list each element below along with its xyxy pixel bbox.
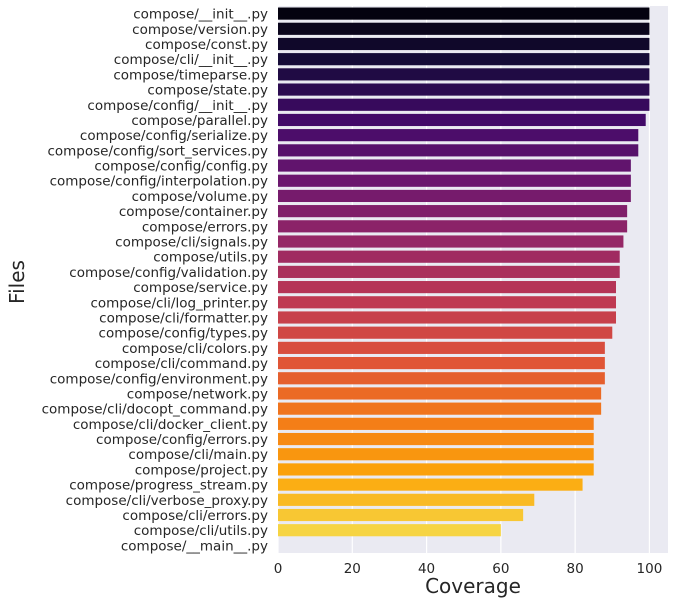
bar <box>278 524 501 537</box>
bar <box>278 265 620 278</box>
bar <box>278 326 613 339</box>
bar <box>278 7 650 20</box>
bar <box>278 189 631 203</box>
x-gridlines <box>277 6 651 553</box>
bar <box>278 129 639 142</box>
y-tick-label: compose/container.py <box>119 204 268 220</box>
y-tick-label: compose/config/errors.py <box>96 432 268 448</box>
y-tick-label: compose/volume.py <box>132 189 268 205</box>
bar <box>278 159 631 172</box>
bar <box>278 402 602 415</box>
y-tick-labels: compose/__init__.pycompose/version.pycom… <box>42 7 268 555</box>
y-tick-label: compose/project.py <box>135 462 268 478</box>
y-tick-label: compose/progress_stream.py <box>69 478 268 494</box>
bar <box>278 98 650 111</box>
y-tick-label: compose/utils.py <box>153 250 268 266</box>
y-axis-title: Files <box>5 260 29 304</box>
y-tick-label: compose/config/__init__.py <box>87 98 268 114</box>
y-tick-label: compose/config/validation.py <box>69 265 268 281</box>
x-tick-label: 60 <box>492 561 509 577</box>
y-tick-label: compose/cli/colors.py <box>122 341 268 357</box>
y-tick-label: compose/cli/command.py <box>95 356 268 372</box>
y-tick-label: compose/parallel.py <box>131 113 268 129</box>
y-tick-label: compose/cli/main.py <box>128 447 268 463</box>
y-tick-label: compose/cli/verbose_proxy.py <box>66 493 268 509</box>
bar <box>278 281 616 294</box>
y-tick-label: compose/cli/formatter.py <box>99 310 268 326</box>
y-tick-label: compose/config/environment.py <box>50 371 268 387</box>
bar <box>278 432 594 446</box>
y-tick-label: compose/cli/utils.py <box>134 523 268 539</box>
bar <box>278 22 650 35</box>
bars <box>278 7 650 537</box>
x-axis-title: Coverage <box>425 574 521 598</box>
bar <box>278 387 602 400</box>
bar <box>278 296 616 309</box>
bar <box>278 144 639 157</box>
plot-area <box>278 6 668 553</box>
y-tick-label: compose/timeparse.py <box>113 67 268 83</box>
y-tick-label: compose/config/interpolation.py <box>50 174 268 190</box>
bar <box>278 478 583 491</box>
y-tick-label: compose/cli/log_printer.py <box>90 295 268 311</box>
bar <box>278 220 628 233</box>
y-tick-label: compose/const.py <box>145 37 268 53</box>
y-tick-label: compose/cli/docopt_command.py <box>42 402 268 418</box>
y-tick-label: compose/config/sort_services.py <box>47 143 268 159</box>
y-tick-label: compose/cli/errors.py <box>122 508 268 524</box>
x-tick-label: 80 <box>567 561 584 577</box>
bar <box>278 250 620 263</box>
bar <box>278 448 594 461</box>
bar <box>278 53 650 66</box>
y-tick-label: compose/config/types.py <box>99 326 268 342</box>
x-tick-label: 40 <box>418 561 435 577</box>
y-tick-label: compose/config/config.py <box>94 159 268 175</box>
y-tick-label: compose/cli/__init__.py <box>114 52 268 68</box>
bar <box>278 493 535 506</box>
bar <box>278 417 594 430</box>
y-tick-label: compose/cli/docker_client.py <box>73 417 268 433</box>
y-tick-label: compose/config/serialize.py <box>80 128 268 144</box>
bar <box>278 68 650 81</box>
bar <box>278 113 646 127</box>
bar <box>278 508 524 522</box>
y-tick-label: compose/cli/signals.py <box>115 235 268 251</box>
bar <box>278 205 628 218</box>
x-tick-label: 0 <box>274 561 283 577</box>
bar <box>278 174 631 187</box>
y-tick-label: compose/__main__.py <box>121 538 268 554</box>
y-tick-label: compose/errors.py <box>142 219 268 235</box>
x-tick-label: 100 <box>637 561 663 577</box>
bar <box>278 311 616 324</box>
bar <box>278 463 594 476</box>
x-tick-label: 20 <box>344 561 361 577</box>
y-tick-label: compose/network.py <box>127 386 268 402</box>
y-tick-label: compose/__init__.py <box>133 7 268 23</box>
bar <box>278 356 605 370</box>
bar <box>278 341 605 354</box>
bar <box>278 83 650 96</box>
bar <box>278 37 650 51</box>
x-tick-labels: 0 20 40 60 80 100 <box>274 561 663 577</box>
y-tick-label: compose/version.py <box>132 22 268 38</box>
bar <box>278 235 624 248</box>
y-tick-label: compose/service.py <box>133 280 268 296</box>
bar <box>278 372 605 385</box>
y-tick-label: compose/state.py <box>147 83 268 99</box>
